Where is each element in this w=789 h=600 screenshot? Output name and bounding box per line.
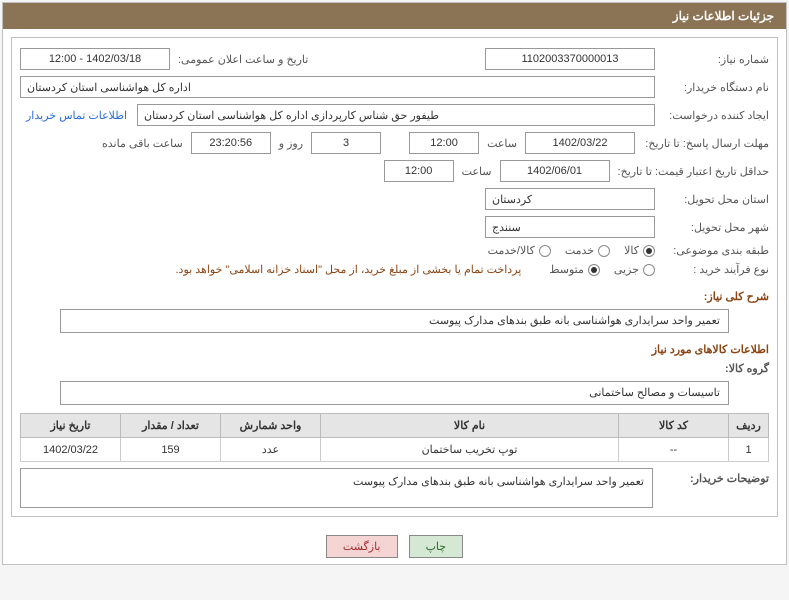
deadline-label: مهلت ارسال پاسخ: تا تاریخ: xyxy=(639,137,769,150)
th-unit: واحد شمارش xyxy=(221,414,321,438)
th-date: تاریخ نیاز xyxy=(21,414,121,438)
process-radio-group: جزیی متوسط xyxy=(549,263,655,276)
th-qty: تعداد / مقدار xyxy=(121,414,221,438)
th-name: نام کالا xyxy=(321,414,619,438)
countdown-field: 23:20:56 xyxy=(191,132,271,154)
need-number-field: 1102003370000013 xyxy=(485,48,655,70)
cell-code: -- xyxy=(619,438,729,462)
deadline-time-label: ساعت xyxy=(483,137,521,150)
province-field: کردستان xyxy=(485,188,655,210)
remaining-label: ساعت باقی مانده xyxy=(98,137,187,150)
payment-note: پرداخت تمام یا بخشی از مبلغ خرید، از محل… xyxy=(176,263,522,276)
buyer-org-label: نام دستگاه خریدار: xyxy=(659,81,769,94)
category-radio-group: کالا خدمت کالا/خدمت xyxy=(488,244,655,257)
deadline-time-field: 12:00 xyxy=(409,132,479,154)
cell-unit: عدد xyxy=(221,438,321,462)
days-remaining-field: 3 xyxy=(311,132,381,154)
need-number-label: شماره نیاز: xyxy=(659,53,769,66)
details-panel: شماره نیاز: 1102003370000013 تاریخ و ساع… xyxy=(11,37,778,517)
radio-goods[interactable]: کالا xyxy=(624,244,655,257)
cell-row: 1 xyxy=(729,438,769,462)
announce-field: 1402/03/18 - 12:00 xyxy=(20,48,170,70)
summary-label: شرح کلی نیاز: xyxy=(659,290,769,303)
city-field: سنندج xyxy=(485,216,655,238)
radio-service[interactable]: خدمت xyxy=(565,244,610,257)
days-and-label: روز و xyxy=(275,137,307,150)
validity-date-field: 1402/06/01 xyxy=(500,160,610,182)
th-row: ردیف xyxy=(729,414,769,438)
group-field: تاسیسات و مصالح ساختمانی xyxy=(60,381,729,405)
back-button[interactable]: بازگشت xyxy=(326,535,398,558)
cell-qty: 159 xyxy=(121,438,221,462)
radio-small[interactable]: جزیی xyxy=(614,263,655,276)
validity-time-label: ساعت xyxy=(458,165,496,178)
requester-field: طیفور حق شناس کارپردازی اداره کل هواشناس… xyxy=(137,104,655,126)
process-label: نوع فرآیند خرید : xyxy=(659,263,769,276)
buyer-contact-link[interactable]: اطلاعات تماس خریدار xyxy=(20,109,133,122)
goods-section-title: اطلاعات کالاهای مورد نیاز xyxy=(20,343,769,356)
requester-label: ایجاد کننده درخواست: xyxy=(659,109,769,122)
goods-table: ردیف کد کالا نام کالا واحد شمارش تعداد /… xyxy=(20,413,769,462)
summary-field: تعمیر واحد سرایداری هواشناسی بانه طبق بن… xyxy=(60,309,729,333)
th-code: کد کالا xyxy=(619,414,729,438)
group-label: گروه کالا: xyxy=(659,362,769,375)
category-label: طبقه بندی موضوعی: xyxy=(659,244,769,257)
radio-medium[interactable]: متوسط xyxy=(549,263,600,276)
city-label: شهر محل تحویل: xyxy=(659,221,769,234)
print-button[interactable]: چاپ xyxy=(409,535,464,558)
panel-header: جزئیات اطلاعات نیاز xyxy=(3,3,786,29)
deadline-date-field: 1402/03/22 xyxy=(525,132,635,154)
validity-time-field: 12:00 xyxy=(384,160,454,182)
buyer-desc-label: توضیحات خریدار: xyxy=(659,468,769,508)
cell-name: توپ تخریب ساختمان xyxy=(321,438,619,462)
validity-label: حداقل تاریخ اعتبار قیمت: تا تاریخ: xyxy=(614,165,769,178)
province-label: استان محل تحویل: xyxy=(659,193,769,206)
cell-date: 1402/03/22 xyxy=(21,438,121,462)
radio-goods-service[interactable]: کالا/خدمت xyxy=(488,244,551,257)
buyer-org-field: اداره کل هواشناسی استان کردستان xyxy=(20,76,655,98)
buyer-desc-field: تعمیر واحد سرایداری هواشناسی بانه طبق بن… xyxy=(20,468,653,508)
button-bar: چاپ بازگشت xyxy=(3,525,786,564)
announce-label: تاریخ و ساعت اعلان عمومی: xyxy=(174,53,312,66)
table-row: 1 -- توپ تخریب ساختمان عدد 159 1402/03/2… xyxy=(21,438,769,462)
panel-title: جزئیات اطلاعات نیاز xyxy=(673,9,774,23)
